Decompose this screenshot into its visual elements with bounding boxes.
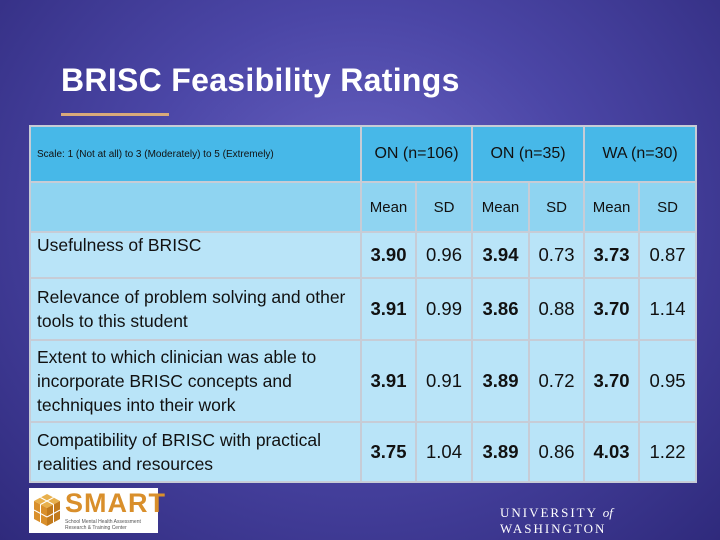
value-cell: 0.72 xyxy=(528,339,586,423)
value-cell: 0.73 xyxy=(528,231,586,279)
value-cell: 3.94 xyxy=(471,231,531,279)
subheader-cell: SD xyxy=(414,181,474,233)
group-header: WA (n=30) xyxy=(583,125,698,183)
row-label: Compatibility of BRISC with practical re… xyxy=(29,421,362,483)
value-cell: 3.86 xyxy=(471,277,531,341)
value-cell: 1.22 xyxy=(638,421,698,483)
value-cell: 0.95 xyxy=(638,339,698,423)
value-cell: 4.03 xyxy=(583,421,641,483)
subheader-cell: Mean xyxy=(360,181,417,233)
value-cell: 0.87 xyxy=(638,231,698,279)
table-row: Usefulness of BRISC 3.90 0.96 3.94 0.73 … xyxy=(29,231,698,279)
value-cell: 3.70 xyxy=(583,339,641,423)
university-logo: UNIVERSITY of WASHINGTON xyxy=(500,505,720,537)
group-header-row: Scale: 1 (Not at all) to 3 (Moderately) … xyxy=(29,125,698,183)
value-cell: 3.75 xyxy=(360,421,417,483)
cube-icon xyxy=(33,494,61,526)
value-cell: 0.99 xyxy=(414,277,474,341)
group-header: ON (n=106) xyxy=(359,125,474,183)
title-underline xyxy=(61,113,169,116)
value-cell: 1.14 xyxy=(638,277,698,341)
value-cell: 3.91 xyxy=(360,277,417,341)
subheader-cell: Mean xyxy=(471,181,531,233)
value-cell: 3.89 xyxy=(471,339,531,423)
smart-logo: SMART School Mental Health Assessment Re… xyxy=(29,488,165,533)
logo-subtitle: School Mental Health Assessment Research… xyxy=(65,519,141,531)
table-row: Compatibility of BRISC with practical re… xyxy=(29,421,698,483)
table-row: Extent to which clinician was able to in… xyxy=(29,339,698,423)
value-cell: 3.70 xyxy=(583,277,641,341)
subheader-cell: SD xyxy=(528,181,586,233)
value-cell: 0.88 xyxy=(528,277,586,341)
university-of-text: of xyxy=(602,505,613,520)
subheader-cell: SD xyxy=(638,181,698,233)
university-text: UNIVERSITY xyxy=(500,505,598,520)
row-label: Relevance of problem solving and other t… xyxy=(29,277,362,341)
university-name-text: WASHINGTON xyxy=(500,521,607,536)
empty-header-cell xyxy=(29,181,362,233)
value-cell: 0.91 xyxy=(414,339,474,423)
value-cell: 3.90 xyxy=(360,231,417,279)
scale-note: Scale: 1 (Not at all) to 3 (Moderately) … xyxy=(29,125,362,183)
group-header: ON (n=35) xyxy=(471,125,586,183)
subheader-row: Mean SD Mean SD Mean SD xyxy=(29,181,698,233)
value-cell: 0.86 xyxy=(528,421,586,483)
row-label: Usefulness of BRISC xyxy=(29,231,362,279)
row-label: Extent to which clinician was able to in… xyxy=(29,339,362,423)
value-cell: 0.96 xyxy=(414,231,474,279)
slide-title: BRISC Feasibility Ratings xyxy=(61,62,460,98)
value-cell: 3.91 xyxy=(360,339,417,423)
value-cell: 3.89 xyxy=(471,421,531,483)
subheader-cell: Mean xyxy=(583,181,641,233)
value-cell: 1.04 xyxy=(414,421,474,483)
table-row: Relevance of problem solving and other t… xyxy=(29,277,698,341)
logo-wordmark: SMART xyxy=(65,488,166,518)
value-cell: 3.73 xyxy=(583,231,641,279)
ratings-table: Scale: 1 (Not at all) to 3 (Moderately) … xyxy=(29,125,698,483)
